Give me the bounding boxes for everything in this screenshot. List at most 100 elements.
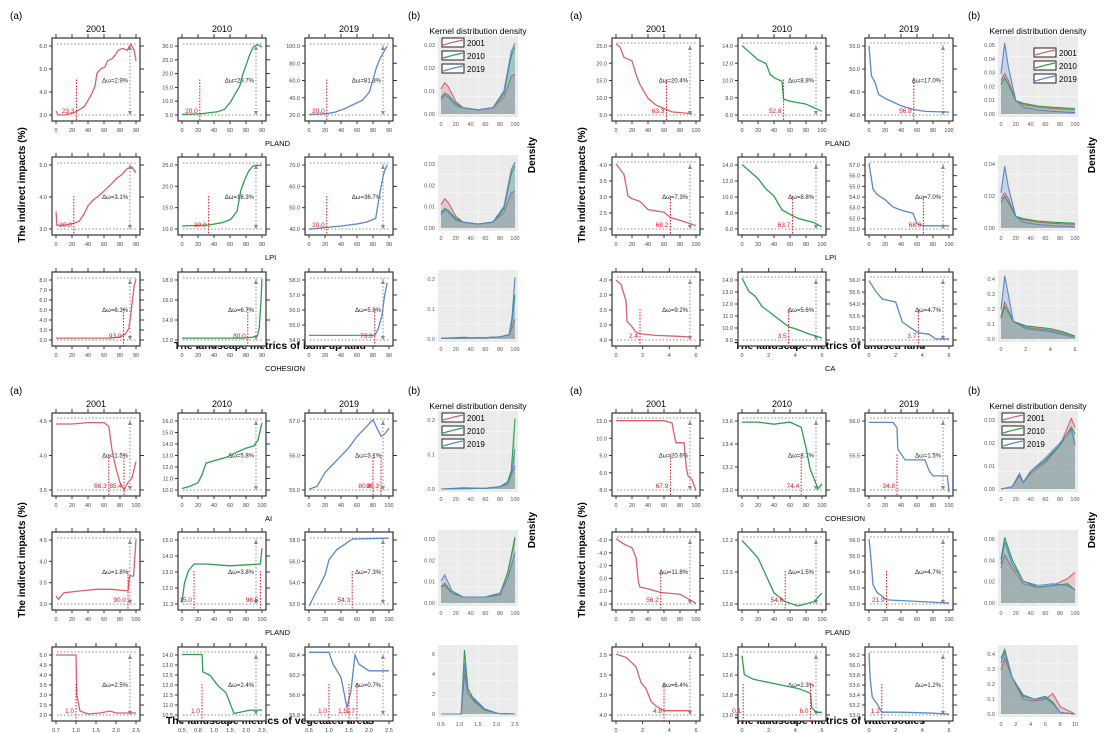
arrow-down-icon: ▼ bbox=[253, 485, 260, 492]
x-tick-label: 60 bbox=[661, 242, 667, 248]
y-tick-label: 3.0 bbox=[39, 602, 47, 608]
kde-line-2010 bbox=[1000, 305, 1076, 337]
series-line-2001 bbox=[615, 538, 697, 604]
y-axis-label: The indirect impacts (%) bbox=[17, 502, 28, 618]
kde-y-tick: 0.2 bbox=[987, 307, 995, 313]
x-tick-label: 0 bbox=[614, 353, 617, 359]
arrow-up-icon: ▲ bbox=[127, 420, 134, 427]
y-tick-label: 12.0 bbox=[722, 302, 733, 308]
panel-frame bbox=[737, 646, 827, 722]
kde-y-tick: 0.1 bbox=[987, 322, 995, 328]
kde-line-2010 bbox=[1000, 195, 1076, 224]
delta-label: Δω=3.1% bbox=[102, 195, 129, 201]
delta-label: Δω=9.2% bbox=[662, 308, 689, 314]
arrow-up-icon: ▲ bbox=[813, 279, 820, 286]
x-tick-label: 0.5 bbox=[178, 728, 186, 733]
kde-y-tick: 0.0 bbox=[427, 487, 435, 493]
legend-swatch bbox=[1002, 440, 1024, 447]
panel-a-label: (a) bbox=[570, 11, 582, 22]
y-tick-label: 12.6 bbox=[722, 673, 733, 679]
year-header: 2019 bbox=[899, 24, 919, 34]
kde-line-2019 bbox=[1000, 541, 1076, 591]
kde-panel: 0 2 4 6 8 10 0.0 0.1 0.2 0.3 0.4 bbox=[987, 645, 1078, 728]
x-tick-label: 0.7 bbox=[52, 728, 60, 733]
kde-area-2019 bbox=[441, 43, 515, 115]
y-tick-label: 13.4 bbox=[722, 442, 733, 448]
delta-label: Δω=20.6% bbox=[659, 454, 689, 460]
line-panel: 0 2 4 6 13.0 12.8 12.6 12.5 ▲ ▼ Δω=2.3% 0.1 6.0 bbox=[722, 643, 830, 733]
x-tick-label: 2 bbox=[767, 728, 770, 733]
arrow-up-icon: ▲ bbox=[940, 654, 947, 661]
x-tick-label: 20 bbox=[882, 242, 888, 248]
x-tick-label: 4 bbox=[794, 353, 797, 359]
threshold-label: 20.0 bbox=[312, 222, 325, 229]
x-tick-label: 100 bbox=[691, 617, 700, 623]
legend-label: 2010 bbox=[1059, 62, 1077, 71]
threshold-label: 3.5 bbox=[778, 333, 787, 340]
series-line-2001 bbox=[56, 421, 137, 492]
y-tick-label: 4.0 bbox=[599, 278, 607, 284]
kde-x-tick: 100 bbox=[510, 347, 519, 353]
x-tick-label: 0 bbox=[54, 617, 57, 623]
line-panel: 0 20 40 60 80 903.04.05.0 ▲▼Δω=3.1%20.0 bbox=[39, 153, 144, 248]
y-tick-label: 53.4 bbox=[849, 693, 860, 699]
y-tick-label: 53.0 bbox=[849, 713, 860, 719]
threshold-label: 90.0 bbox=[113, 597, 126, 604]
arrow-up-icon: ▲ bbox=[127, 45, 134, 52]
y-tick-label: 45.0 bbox=[849, 90, 860, 96]
x-tick-label: 0 bbox=[867, 503, 870, 509]
y-tick-label: 14.0 bbox=[722, 278, 733, 284]
series-line-2010 bbox=[741, 45, 823, 112]
y-tick-label: 13.0 bbox=[162, 663, 173, 669]
series-line-2010 bbox=[182, 653, 262, 715]
arrow-down-icon: ▼ bbox=[687, 224, 694, 231]
panel-frame bbox=[177, 156, 267, 236]
kde-area-2010 bbox=[1001, 77, 1075, 114]
kde-x-tick: 100 bbox=[1070, 122, 1079, 128]
y-tick-label: 12.0 bbox=[162, 338, 173, 344]
y-tick-label: 4.0 bbox=[39, 195, 47, 201]
x-tick-label: 40 bbox=[211, 503, 217, 509]
y-tick-label: 3.0 bbox=[599, 693, 607, 699]
x-tick-label: 40 bbox=[338, 353, 344, 359]
series-line-2010 bbox=[741, 655, 822, 713]
kde-area-2019 bbox=[1001, 275, 1075, 339]
y-tick-label: 4.5 bbox=[39, 419, 47, 425]
kde-area-2019 bbox=[441, 449, 515, 489]
x-tick-label: 40 bbox=[898, 128, 904, 134]
threshold-label: 1.0 bbox=[65, 708, 74, 715]
x-tick-label: 2.0 bbox=[365, 728, 373, 733]
kde-x-tick: 80 bbox=[497, 611, 503, 617]
arrow-down-icon: ▼ bbox=[253, 335, 260, 342]
x-tick-label: 80 bbox=[677, 242, 683, 248]
x-tick-label: 0 bbox=[54, 353, 57, 359]
figure-built-up: (a) (b) 2001 2010 2019 Kernel distribution de… bbox=[10, 11, 538, 373]
kde-x-tick: 2.5 bbox=[511, 722, 519, 728]
threshold-label: 1.5 bbox=[338, 708, 347, 715]
y-tick-label: 6.0 bbox=[39, 44, 47, 50]
arrow-up-icon: ▲ bbox=[813, 539, 820, 546]
kde-y-tick: 0.02 bbox=[424, 66, 435, 72]
line-panel: 0 20 40 60 80 100 12.8 12.5 12.2 ▲ ▼ Δω=1.5% 54.6 bbox=[722, 528, 830, 623]
line-panel: 0 2 4 6 4.0 2.0 3.5 2.0 4.0 ▲ ▼ Δω=9.2% 2.4 bbox=[599, 268, 704, 359]
line-panel: 0 20 40 60 80 90 40.0 50.0 60.0 70.0 ▲ ▼ Δω=36.7% 20.… bbox=[289, 153, 397, 248]
x-tick-label: 80 bbox=[803, 503, 809, 509]
x-tick-label: 20 bbox=[69, 503, 75, 509]
legend-label: 2019 bbox=[1059, 75, 1077, 84]
kde-title: Kernel distribution density bbox=[989, 401, 1087, 411]
threshold-label: 15.0 bbox=[179, 597, 192, 604]
legend-label: 2010 bbox=[467, 427, 485, 436]
kde-area-2019 bbox=[441, 161, 515, 228]
y-tick-label: 2.0 bbox=[599, 227, 607, 233]
kde-area-2019 bbox=[441, 553, 515, 603]
kde-line-2019 bbox=[441, 663, 516, 715]
threshold-label: 30.0 bbox=[194, 222, 207, 229]
arrow-up-icon: ▲ bbox=[253, 45, 260, 52]
kde-area-2001 bbox=[1001, 554, 1075, 603]
arrow-up-icon: ▲ bbox=[940, 279, 947, 286]
y-tick-label: 70.0 bbox=[289, 163, 300, 169]
kde-x-tick: 0 bbox=[439, 347, 442, 353]
y-tick-label: 2.5 bbox=[599, 653, 607, 659]
line-panel: 0 20 40 60 80 100 52.0 54.0 56.0 58.0 ▲ ▼ Δω=7.3% 54.… bbox=[289, 528, 397, 623]
